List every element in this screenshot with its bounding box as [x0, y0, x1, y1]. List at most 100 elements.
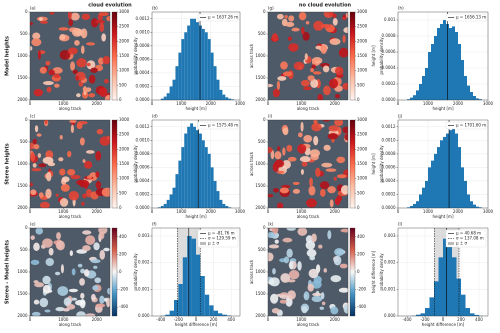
- colorbar-tick-label: 0: [119, 269, 122, 274]
- y-tick-label: 0.0012: [136, 16, 150, 21]
- cloud: [315, 60, 322, 64]
- y-tick-label: 500: [258, 31, 266, 36]
- y-tick-label: 0.0000: [382, 205, 396, 210]
- cloud: [288, 15, 295, 22]
- x-axis-label: height [m]: [432, 214, 453, 219]
- bar: [420, 313, 425, 316]
- cloud: [95, 171, 100, 178]
- bar: [204, 147, 208, 208]
- cloud: [308, 268, 319, 279]
- cloud: [339, 263, 348, 269]
- cloud: [34, 282, 45, 288]
- legend: [445, 121, 487, 130]
- panel-label: (k): [268, 222, 274, 227]
- colorbar-tick-label: 0: [119, 97, 122, 102]
- panel-label: (g): [268, 6, 274, 11]
- cloud: [90, 67, 98, 73]
- bar: [166, 93, 170, 100]
- cloud: [292, 188, 300, 194]
- cloud: [304, 53, 308, 61]
- cloud: [310, 78, 319, 88]
- bar: [413, 95, 416, 100]
- y-tick-label: 1500: [255, 75, 266, 80]
- legend-label: μ ± σ: [208, 241, 219, 246]
- panel-label: (j): [398, 114, 403, 119]
- bar: [204, 294, 210, 316]
- x-tick-label: 1000: [423, 209, 434, 214]
- y-tick-label: 0.0006: [382, 49, 396, 54]
- bar: [416, 90, 419, 100]
- bar: [425, 180, 428, 208]
- x-tick-label: 2000: [206, 209, 217, 214]
- cloud: [279, 295, 290, 299]
- cloud: [75, 75, 80, 81]
- bar: [410, 205, 413, 208]
- cloud: [81, 201, 85, 206]
- cloud: [305, 20, 310, 25]
- x-tick-label: 2000: [330, 209, 341, 214]
- y-tick-label: 0: [25, 9, 28, 14]
- y-tick-label: 1000: [255, 53, 266, 58]
- colorbar-tick-label: 1000: [119, 176, 130, 181]
- cloud: [48, 247, 54, 256]
- y-tick-label: 0.001: [384, 286, 396, 291]
- bar: [422, 76, 425, 100]
- cloud: [30, 182, 34, 187]
- y-tick-label: 1000: [17, 269, 28, 274]
- bar: [196, 254, 201, 316]
- bar: [184, 133, 188, 208]
- x-tick-label: 2000: [330, 317, 341, 322]
- cloud: [342, 126, 348, 134]
- cloud: [36, 133, 42, 137]
- colorbar-tick-label: 400: [119, 234, 127, 239]
- cloud: [39, 297, 49, 308]
- cloud: [31, 168, 42, 172]
- cloud: [334, 248, 345, 257]
- bar: [219, 199, 223, 208]
- x-axis-label: height difference [m]: [422, 322, 465, 327]
- cloud: [311, 295, 323, 303]
- bar: [470, 201, 473, 208]
- cloud: [77, 263, 83, 268]
- bar: [216, 79, 220, 100]
- y-tick-label: 0.002: [384, 260, 396, 265]
- bar: [207, 153, 211, 208]
- column-title: cloud evolution: [88, 3, 132, 9]
- cloud: [30, 22, 34, 26]
- x-tick-label: 2000: [453, 101, 464, 106]
- x-tick-label: 200: [457, 317, 465, 322]
- cloud: [84, 160, 93, 169]
- y-tick-label: 2000: [17, 313, 28, 318]
- y-tick-label: 2000: [255, 313, 266, 318]
- legend-label: μ = -81.76 m: [208, 231, 235, 236]
- bar: [443, 20, 446, 100]
- cloud: [98, 12, 109, 17]
- cloud: [330, 275, 342, 283]
- bar: [446, 133, 449, 208]
- bar: [190, 123, 194, 208]
- cloud: [71, 268, 76, 276]
- y-axis-label: probability density: [133, 37, 138, 75]
- y-tick-label: 0.000: [138, 313, 150, 318]
- axes-frame: [151, 11, 241, 101]
- cloud: [286, 144, 293, 152]
- y-tick-label: 500: [20, 247, 28, 252]
- cloud: [32, 32, 41, 40]
- bar: [187, 236, 192, 316]
- bar: [187, 126, 191, 208]
- bar: [198, 133, 202, 208]
- x-tick-label: 0: [267, 209, 270, 214]
- cloud: [95, 150, 102, 161]
- cloud: [99, 295, 105, 304]
- cloud: [330, 306, 339, 315]
- cloud: [268, 232, 276, 238]
- bar: [210, 167, 214, 208]
- x-axis-label: along track: [297, 214, 320, 219]
- x-tick-label: 2000: [206, 101, 217, 106]
- cloud: [95, 303, 106, 308]
- cloud: [60, 183, 70, 192]
- x-axis-label: height [m]: [185, 106, 206, 111]
- x-tick-label: 400: [227, 317, 235, 322]
- x-tick-label: 0: [267, 101, 270, 106]
- colorbar: [111, 227, 118, 317]
